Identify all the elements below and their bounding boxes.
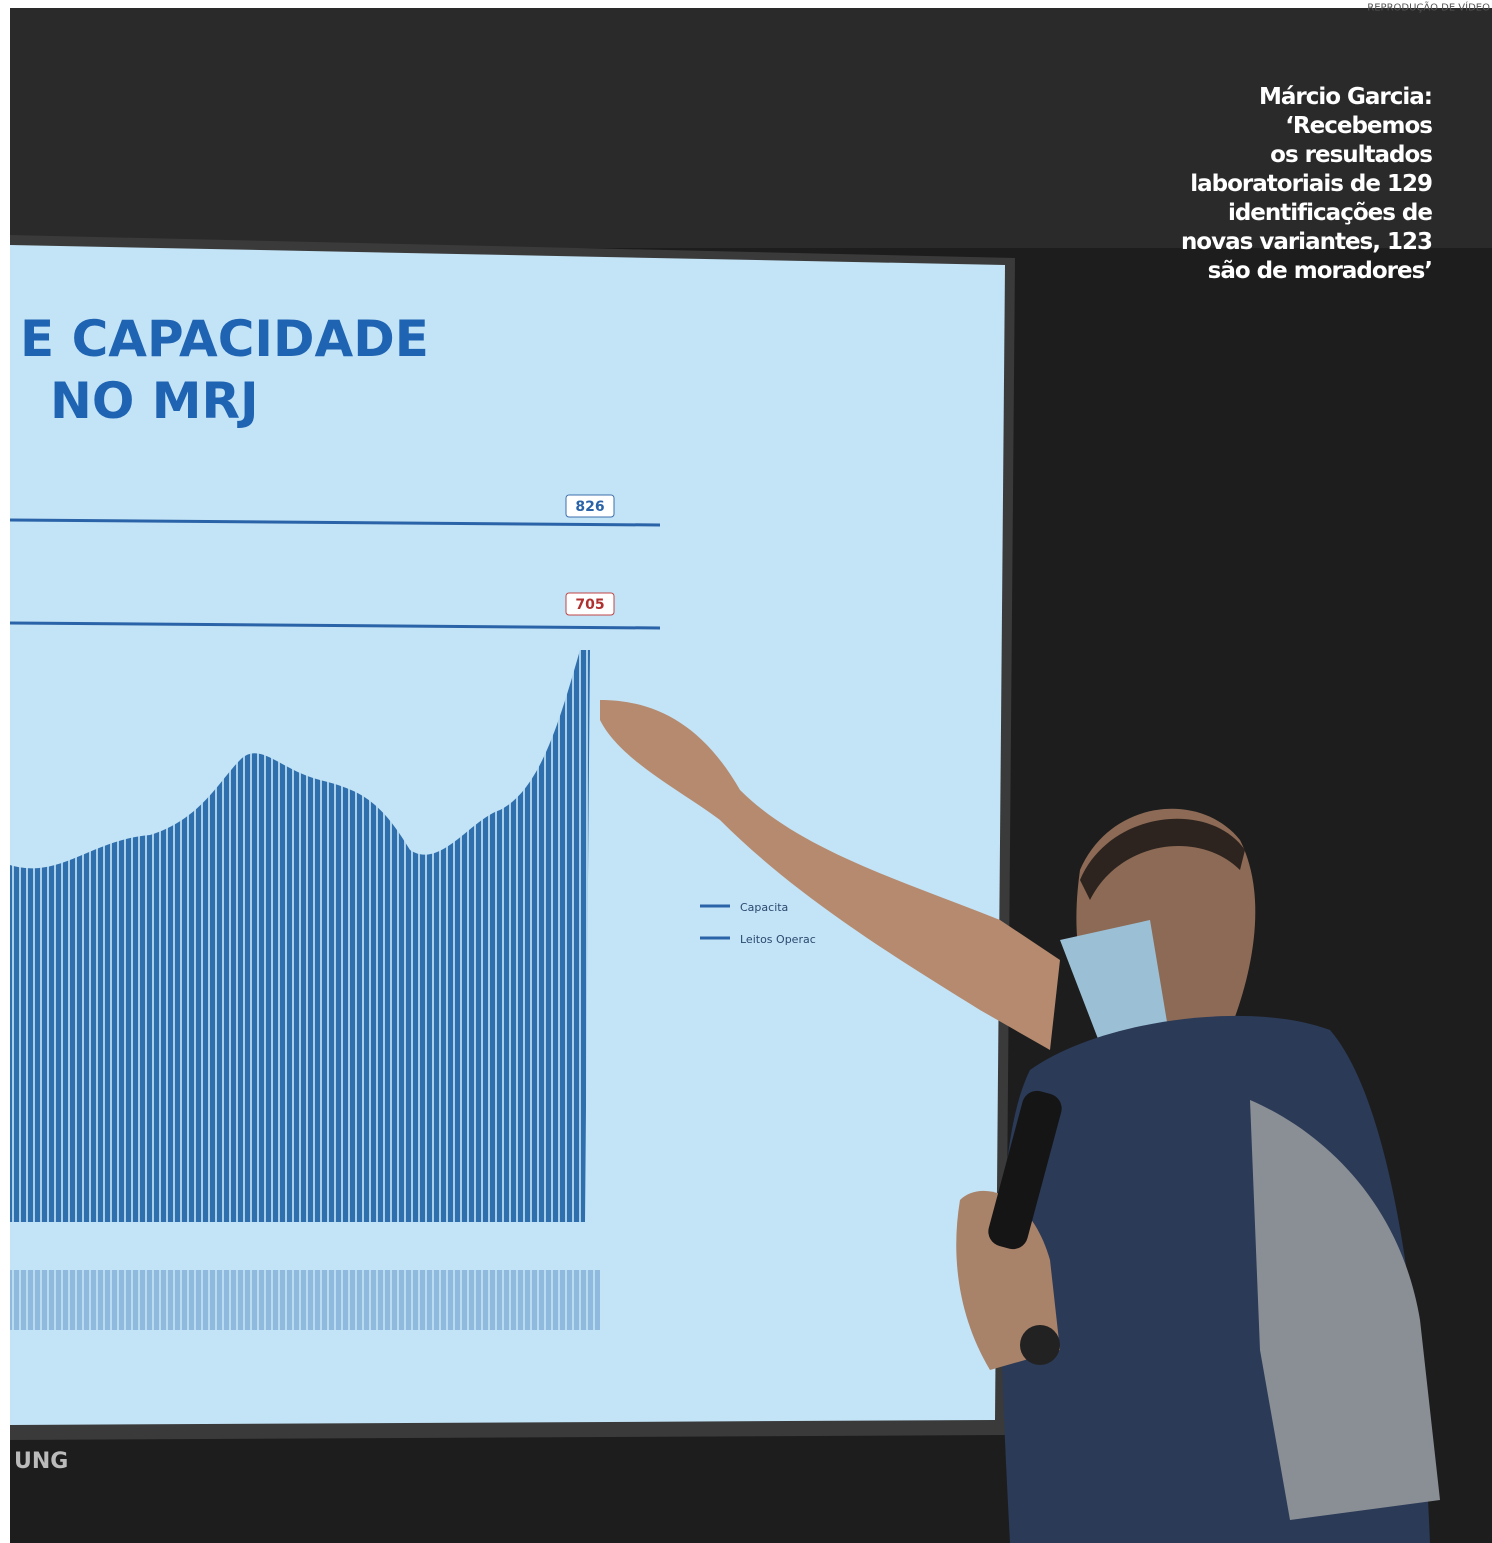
legend-label: Leitos Operac bbox=[740, 933, 816, 946]
caption-line: Márcio Garcia: bbox=[1259, 84, 1432, 110]
slide-title: E CAPACIDADE bbox=[20, 310, 429, 368]
photo: REPRODUÇÃO DE VÍDEO E CAPACIDADE NO MRJ … bbox=[0, 0, 1492, 1543]
legend-label: Capacita bbox=[740, 901, 788, 914]
reference-label: 705 bbox=[575, 597, 604, 613]
tv-brand: UNG bbox=[14, 1449, 68, 1474]
caption-line: os resultados bbox=[1270, 142, 1432, 168]
slide-title: NO MRJ bbox=[50, 372, 259, 430]
credit: REPRODUÇÃO DE VÍDEO bbox=[1367, 0, 1490, 13]
caption-line: identificações de bbox=[1228, 200, 1432, 226]
caption-line: novas variantes, 123 bbox=[1181, 229, 1432, 255]
reference-label: 826 bbox=[575, 499, 604, 515]
caption-line: laboratoriais de 129 bbox=[1190, 171, 1432, 197]
date-labels bbox=[10, 1270, 600, 1330]
caption-line: são de moradores’ bbox=[1208, 258, 1432, 284]
caption-line: ‘Recebemos bbox=[1285, 113, 1432, 139]
